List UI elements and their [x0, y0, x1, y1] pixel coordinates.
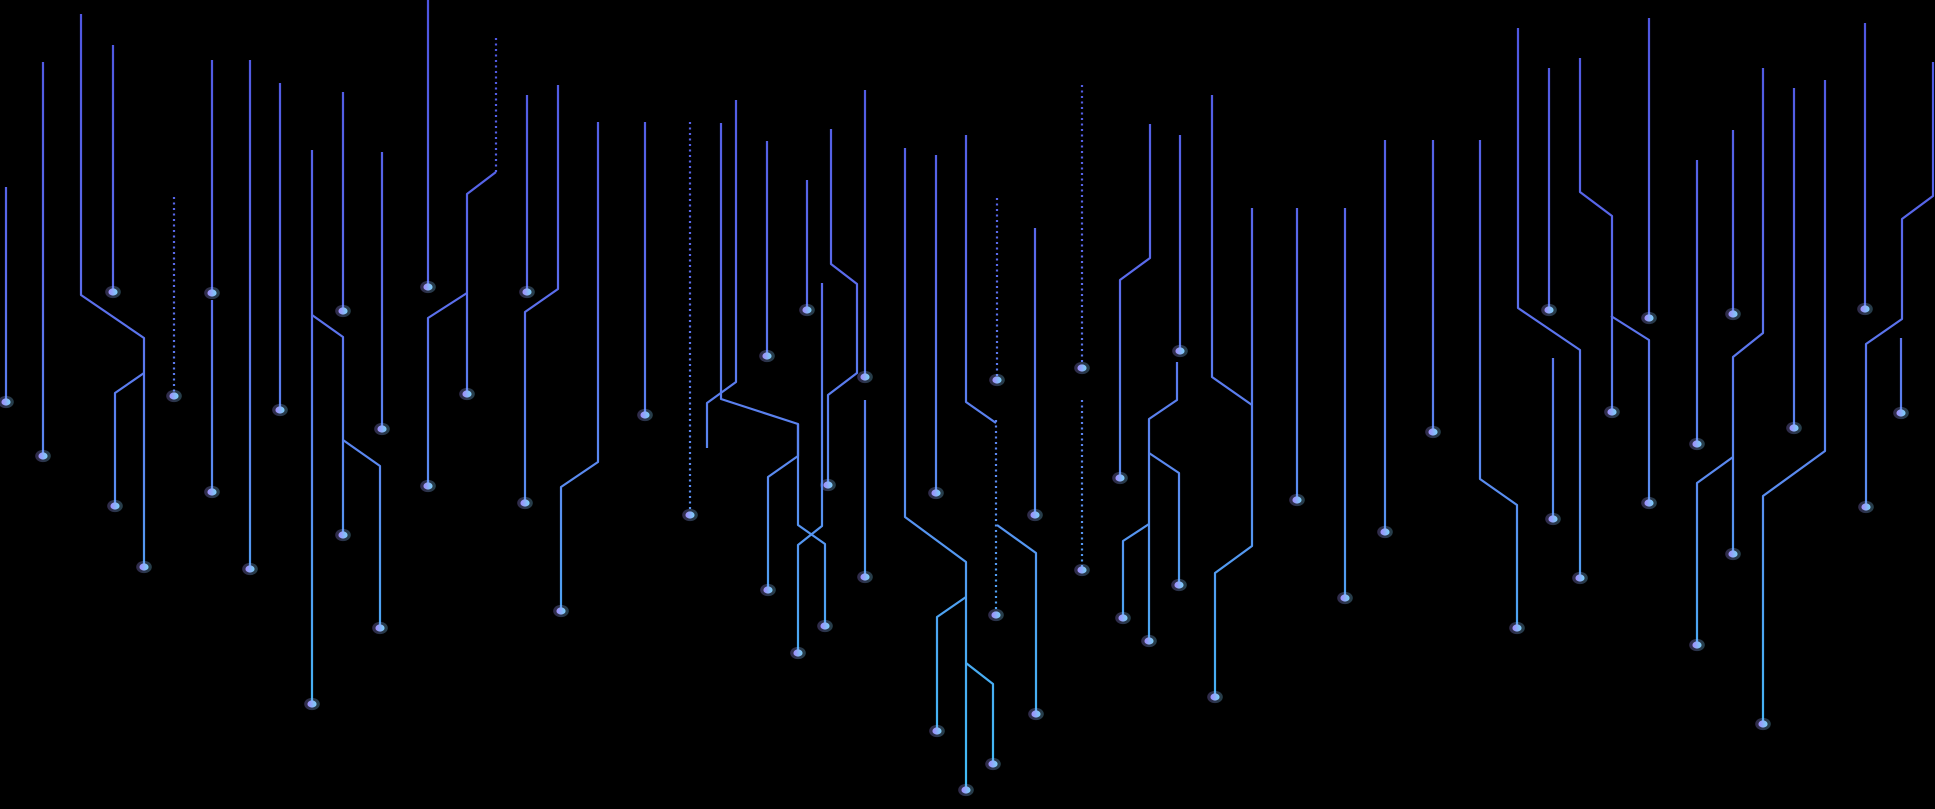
trace-end-dot — [685, 511, 695, 519]
trace-end-dot — [992, 376, 1002, 384]
trace-end-dot — [338, 531, 348, 539]
circuit-trace — [426, 292, 468, 486]
circuit-trace — [1478, 140, 1519, 628]
trace-end-dot — [823, 481, 833, 489]
circuit-trace — [1761, 80, 1827, 724]
trace-end-dot — [139, 563, 149, 571]
trace-end-dot — [1118, 614, 1128, 622]
trace-end-dot — [38, 452, 48, 460]
trace-end-dot — [1115, 474, 1125, 482]
trace-end-dot — [556, 607, 566, 615]
trace-end-dot — [1607, 408, 1617, 416]
trace-end-dot — [763, 586, 773, 594]
trace-end-dot — [1292, 496, 1302, 504]
circuit-trace — [964, 135, 997, 424]
trace-end-dot — [1512, 624, 1522, 632]
circuit-trace — [113, 372, 145, 506]
trace-end-dot — [1144, 637, 1154, 645]
trace-end-dot — [1644, 499, 1654, 507]
trace-end-dot — [375, 624, 385, 632]
circuit-trace — [1121, 523, 1150, 618]
trace-end-dot — [640, 411, 650, 419]
trace-end-dot — [991, 611, 1001, 619]
circuit-trace — [903, 148, 968, 790]
trace-end-dot — [802, 306, 812, 314]
trace-end-dot — [793, 649, 803, 657]
trace-end-dot — [1861, 503, 1871, 511]
trace-end-dot — [1077, 566, 1087, 574]
trace-end-dot — [110, 502, 120, 510]
circuit-trace — [1210, 95, 1253, 406]
trace-end-dot — [1380, 528, 1390, 536]
circuit-trace — [1118, 124, 1152, 478]
trace-end-dot — [1428, 428, 1438, 436]
circuit-trace — [559, 122, 600, 611]
trace-end-dot — [762, 352, 772, 360]
trace-end-dot — [423, 482, 433, 490]
trace-end-dot — [1789, 424, 1799, 432]
trace-end-dot — [988, 760, 998, 768]
trace-end-dot — [820, 622, 830, 630]
circuit-trace — [465, 171, 497, 394]
trace-end-dot — [522, 288, 532, 296]
trace-end-dot — [307, 700, 317, 708]
circuit-trace — [796, 283, 824, 653]
trace-end-dot — [860, 573, 870, 581]
trace-end-dot — [245, 565, 255, 573]
trace-end-dot — [1728, 310, 1738, 318]
trace-end-dot — [462, 390, 472, 398]
circuit-trace — [1213, 208, 1254, 697]
circuit-trace — [1147, 362, 1179, 641]
circuit-trace — [1578, 58, 1614, 412]
circuit-trace — [523, 85, 560, 503]
trace-end-dot — [1544, 306, 1554, 314]
trace-end-dot — [108, 288, 118, 296]
trace-end-dot — [338, 307, 348, 315]
trace-end-dot — [932, 727, 942, 735]
circuit-trace — [311, 314, 345, 535]
trace-end-dot — [1692, 641, 1702, 649]
trace-end-dot — [1692, 440, 1702, 448]
trace-end-dot — [1644, 314, 1654, 322]
trace-end-dot — [1174, 581, 1184, 589]
trace-end-dot — [1210, 693, 1220, 701]
circuit-trace — [1695, 456, 1734, 645]
circuit-trace — [1610, 315, 1651, 503]
trace-end-dot — [1896, 409, 1906, 417]
circuit-trace — [826, 129, 859, 485]
trace-end-dot — [1175, 347, 1185, 355]
circuit-trace — [79, 14, 146, 567]
trace-end-dot — [275, 406, 285, 414]
circuit-trace — [996, 524, 1038, 714]
circuit-trace — [342, 439, 382, 628]
trace-end-dot — [1077, 364, 1087, 372]
trace-end-dot — [961, 786, 971, 794]
trace-end-dot — [207, 289, 217, 297]
trace-end-dot — [1030, 511, 1040, 519]
trace-end-dot — [1575, 574, 1585, 582]
trace-end-dot — [377, 425, 387, 433]
circuit-trace — [1516, 28, 1582, 578]
trace-end-dot — [1758, 720, 1768, 728]
circuit-trace — [965, 662, 995, 764]
trace-end-dot — [1548, 515, 1558, 523]
trace-end-dot — [520, 499, 530, 507]
circuit-trace — [935, 596, 967, 731]
trace-end-dot — [207, 488, 217, 496]
trace-end-dot — [931, 489, 941, 497]
trace-end-dot — [1, 398, 11, 406]
trace-end-dot — [169, 392, 179, 400]
trace-end-dot — [1728, 550, 1738, 558]
trace-end-dot — [423, 283, 433, 291]
circuit-trace — [1731, 68, 1765, 554]
trace-end-dot — [1860, 305, 1870, 313]
trace-end-dot — [860, 373, 870, 381]
circuit-trace — [705, 100, 738, 448]
trace-end-dot — [1031, 710, 1041, 718]
circuit-trace — [1864, 62, 1935, 507]
circuit-trace — [1148, 452, 1181, 585]
trace-end-dot — [1340, 594, 1350, 602]
